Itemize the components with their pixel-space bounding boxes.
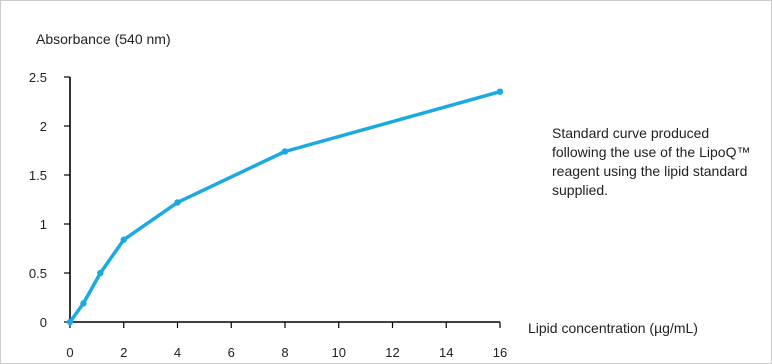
x-tick-label: 14 xyxy=(439,345,453,360)
y-axis-label: Absorbance (540 nm) xyxy=(36,31,171,47)
data-point xyxy=(80,300,87,307)
x-tick-label: 6 xyxy=(228,345,235,360)
x-tick-label: 8 xyxy=(281,345,288,360)
x-tick-label: 10 xyxy=(332,345,346,360)
x-tick-label: 12 xyxy=(385,345,399,360)
y-tick-label: 1.5 xyxy=(29,168,47,183)
data-point xyxy=(66,318,74,326)
data-point xyxy=(120,236,127,243)
y-tick-label: 0.5 xyxy=(29,266,47,281)
y-tick-label: 2 xyxy=(40,119,47,134)
x-tick-label: 16 xyxy=(493,345,507,360)
x-axis-label: Lipid concentration (µg/mL) xyxy=(528,320,698,336)
x-tick-label: 4 xyxy=(174,345,181,360)
data-point xyxy=(97,269,104,277)
y-tick-label: 0 xyxy=(40,315,47,330)
plot-area xyxy=(66,88,504,326)
axis-ticks: 0 2 4 6 8 10 12 14 16 0 0.5 1 1.5 2 2.5 xyxy=(29,70,507,360)
data-point xyxy=(496,88,504,95)
series-line xyxy=(68,89,502,324)
data-point xyxy=(174,199,181,206)
y-tick-label: 1 xyxy=(40,217,47,232)
data-point xyxy=(281,148,289,155)
chart-annotation: Standard curve produced following the us… xyxy=(552,125,751,198)
y-tick-label: 2.5 xyxy=(29,70,47,85)
x-tick-label: 2 xyxy=(120,345,127,360)
x-tick-label: 0 xyxy=(66,345,73,360)
